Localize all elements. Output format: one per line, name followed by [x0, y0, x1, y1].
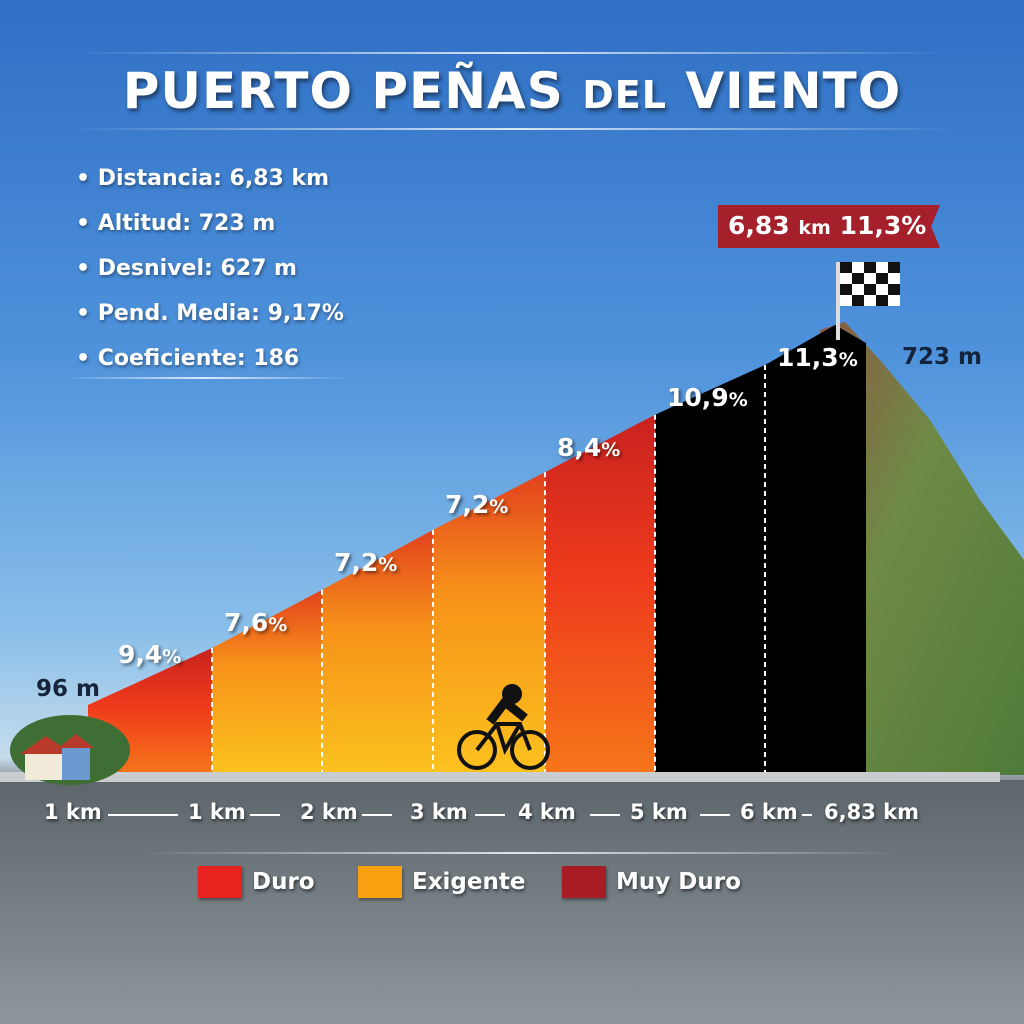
x-tick-label: 3 km	[410, 800, 468, 824]
divider	[70, 52, 950, 54]
legend-item-muy-duro: Muy Duro	[562, 866, 741, 898]
start-elevation-label: 96 m	[36, 676, 100, 702]
stat-elevation-gain: Desnivel: 627 m	[76, 256, 344, 301]
segment-gradient-label: 7,6%	[224, 607, 288, 637]
segment-gradient-label: 7,2%	[334, 547, 398, 577]
stat-distance: Distancia: 6,83 km	[76, 166, 344, 211]
segment-gradient-label: 7,2%	[445, 490, 509, 520]
x-axis: 1 km 1 km 2 km 3 km 4 km 5 km 6 km 6,83 …	[0, 800, 1024, 830]
stats-list: Distancia: 6,83 km Altitud: 723 m Desniv…	[76, 166, 344, 391]
segment-gradient-label: 10,9%	[667, 383, 748, 412]
road	[0, 772, 1000, 782]
x-tick-label: 6,83 km	[824, 800, 919, 824]
legend-item-duro: Duro	[198, 866, 315, 898]
x-tick-label: 6 km	[740, 800, 798, 824]
x-tick-label: 2 km	[300, 800, 358, 824]
finish-flag-icon	[836, 262, 900, 340]
profile-segment	[545, 414, 655, 775]
houses-icon	[10, 715, 130, 785]
stat-coefficient: Coeficiente: 186	[76, 346, 344, 391]
divider	[70, 128, 960, 130]
legend-swatch	[562, 866, 606, 898]
stat-avg-gradient: Pend. Media: 9,17%	[76, 301, 344, 346]
profile-segment	[655, 365, 765, 775]
summit-label: 6,83 km 11,3%	[718, 205, 940, 248]
divider	[140, 852, 900, 854]
segment-gradient-label: 8,4%	[557, 432, 621, 462]
profile-segment	[212, 589, 322, 775]
page-title: PUERTO PEÑAS DEL VIENTO	[122, 62, 902, 120]
x-tick-label: 1 km	[44, 800, 102, 824]
x-tick-label: 5 km	[630, 800, 688, 824]
x-tick-label: 4 km	[518, 800, 576, 824]
profile-segment	[322, 529, 433, 775]
legend-item-exigente: Exigente	[358, 866, 525, 898]
stat-altitude: Altitud: 723 m	[76, 211, 344, 256]
mountain	[820, 322, 1024, 775]
profile-segment	[765, 325, 866, 775]
summit-elevation-label: 723 m	[902, 344, 982, 370]
segment-gradient-label: 11,3%	[777, 343, 858, 372]
road-ground	[0, 780, 1024, 1024]
x-tick-label: 1 km	[188, 800, 246, 824]
segment-gradient-label: 9,4%	[118, 640, 182, 670]
divider	[60, 377, 350, 379]
legend-swatch	[198, 866, 242, 898]
legend-swatch	[358, 866, 402, 898]
cyclist-icon	[457, 684, 550, 770]
